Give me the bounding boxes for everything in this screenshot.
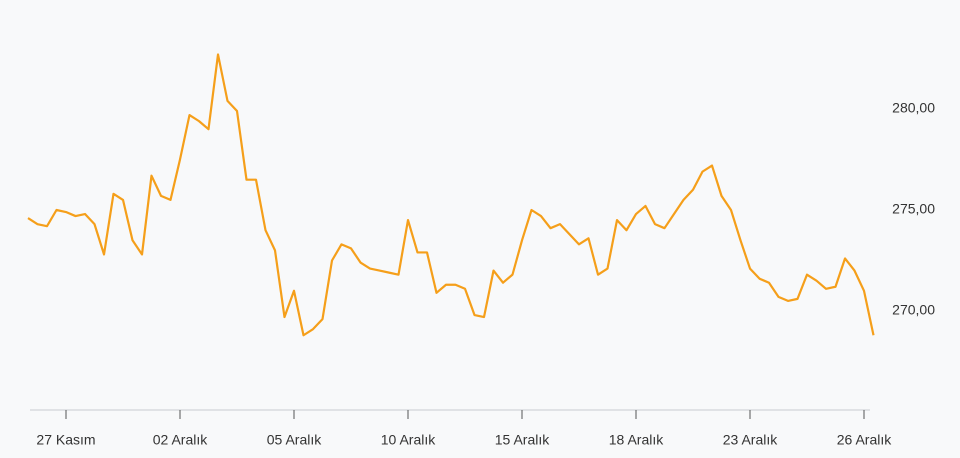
- x-tick-label: 15 Aralık: [495, 432, 550, 448]
- y-tick-label: 275,00: [892, 201, 935, 217]
- x-tick-label: 10 Aralık: [381, 432, 436, 448]
- x-tick-label: 05 Aralık: [267, 432, 322, 448]
- x-tick-label: 23 Aralık: [723, 432, 778, 448]
- y-tick-label: 270,00: [892, 302, 935, 318]
- x-tick-label: 26 Aralık: [837, 432, 892, 448]
- x-tick-label: 27 Kasım: [36, 432, 95, 448]
- x-tick-label: 02 Aralık: [153, 432, 208, 448]
- price-line: [27, 53, 875, 337]
- x-tick-label: 18 Aralık: [609, 432, 664, 448]
- y-tick-label: 280,00: [892, 100, 935, 116]
